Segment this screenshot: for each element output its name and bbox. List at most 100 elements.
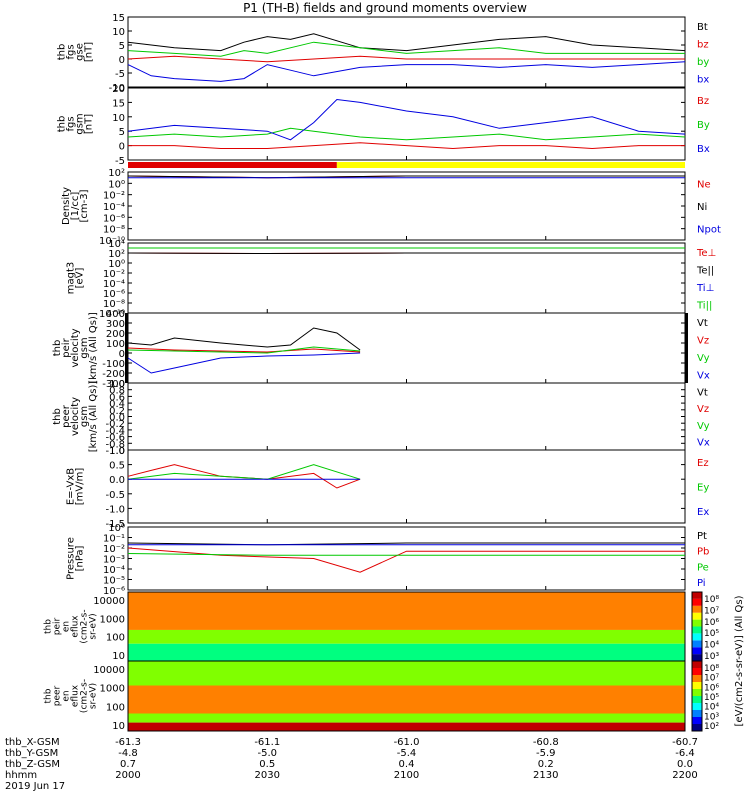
- ephemeris-cell: -4.8: [118, 748, 138, 759]
- y-tick-label: 5: [119, 41, 125, 52]
- legend-Vx: Vx: [697, 370, 710, 381]
- spectrogram-band: [128, 592, 685, 630]
- ephemeris-cell: -61.3: [115, 737, 141, 748]
- y-tick-label: 10⁻²: [103, 191, 125, 202]
- ephemeris-cell: -60.7: [672, 737, 698, 748]
- ephemeris-cell: 0.0: [677, 759, 693, 770]
- y-tick-label: 0.6: [109, 392, 125, 403]
- spectrogram-peir_eflux: 10000 1000 100 10 thbpeireneflux(cm2-s-sr-eV…: [44, 591, 719, 662]
- colorbar-tick-label: 10⁵: [704, 693, 719, 703]
- colorbar-tick-label: 10⁶: [704, 683, 719, 693]
- legend-Vy: Vy: [697, 421, 710, 432]
- series-line-Bz: [128, 142, 685, 150]
- y-tick-label: 10000: [93, 596, 125, 607]
- spectrograms-group: 10000100010010thbpeireneflux(cm2-s-sr-eV…: [44, 591, 745, 732]
- y-axis-label: Density[1/cc][cm-3]: [61, 187, 90, 225]
- y-axis-label-line: sr-eV): [89, 613, 99, 639]
- y-axis-label-line: fgs: [66, 116, 77, 131]
- series-line-Ey: [127, 464, 361, 480]
- colorbar-cell: [692, 647, 702, 655]
- panel-frame: [127, 312, 686, 384]
- colorbar-cell: [692, 605, 702, 613]
- colorbar-label: [eV/(cm2-s-sr-eV)] (All Qs): [734, 595, 745, 726]
- colorbar-cell: [692, 640, 702, 648]
- ephemeris-cell: -61.0: [394, 737, 420, 748]
- ephemeris-cell: -5.9: [536, 748, 556, 759]
- ephemeris-cell: 2130: [533, 770, 558, 781]
- y-axis-label-line: [km/s (All Qs)]: [88, 381, 99, 453]
- mode-bar: [128, 162, 685, 168]
- colorbar-tick-label: 10⁷: [704, 674, 719, 684]
- y-axis-label: E=-VxB[mV/m]: [66, 468, 86, 506]
- y-axis-label-line: gsm: [79, 406, 90, 427]
- ephemeris-cell: 0.2: [538, 759, 554, 770]
- y-axis-label-line: [nT]: [84, 42, 95, 62]
- colorbar-cell: [692, 598, 702, 606]
- right-fill-bar: [685, 313, 688, 383]
- y-tick-label: 10⁻¹⁰: [99, 236, 125, 247]
- y-tick-label: -1.0: [105, 446, 125, 457]
- y-axis-label-line: [nPa]: [75, 545, 86, 571]
- spectrogram-frame: [127, 660, 686, 732]
- y-tick-label: 100: [106, 633, 125, 644]
- y-tick-label: -10: [109, 83, 125, 94]
- y-axis-label-line: gse: [75, 43, 86, 61]
- y-tick-label: 10⁻⁶: [103, 213, 125, 224]
- series-line-By: [127, 127, 686, 141]
- y-tick-label: -0.6: [105, 433, 125, 444]
- colorbar-cell: [692, 661, 702, 668]
- y-axis-label-line: peir: [53, 617, 63, 635]
- legend-by: by: [697, 57, 709, 68]
- y-axis-label-line: thb: [57, 44, 68, 61]
- y-tick-label: 10⁻²: [103, 544, 125, 555]
- ephemeris-cell: 0.7: [120, 759, 136, 770]
- legend-Ti||: Ti||: [696, 300, 712, 311]
- series-line-Pt: [127, 542, 685, 546]
- legend-Vy: Vy: [697, 353, 710, 364]
- panel-frame: [127, 449, 686, 524]
- y-tick-label: 20: [112, 84, 125, 95]
- y-axis-label: thbpeirvelocitygsm[km/s (All Qs)]: [52, 312, 99, 384]
- y-axis-label-line: thb: [44, 688, 54, 703]
- y-tick-label: 10²: [108, 249, 125, 260]
- y-tick-label: 0.0: [109, 413, 125, 424]
- y-tick-label: 10⁻⁴: [103, 279, 125, 290]
- spectrogram-band: [128, 685, 685, 714]
- figure-title: P1 (TH-B) fields and ground moments over…: [243, 1, 527, 15]
- colorbar-cell: [692, 626, 702, 634]
- left-fill-bar: [125, 313, 128, 383]
- colorbar-cell: [692, 612, 702, 620]
- y-axis-label-line: thb: [52, 340, 63, 357]
- y-axis-label-line: [1/cc]: [70, 192, 81, 221]
- colorbar-frame: [691, 660, 703, 732]
- y-tick-label: 10⁻¹: [103, 534, 125, 545]
- series-line-Pb: [127, 547, 685, 573]
- legend-Ne: Ne: [697, 179, 711, 190]
- legend-Te⊥: Te⊥: [696, 248, 716, 259]
- y-tick-label: 10⁴: [108, 239, 125, 250]
- spectrogram-band: [128, 722, 685, 731]
- mode-bar-segment: [128, 162, 337, 168]
- y-axis-label: Pressure[nPa]: [66, 537, 86, 580]
- colorbar-cell: [692, 675, 702, 682]
- y-tick-label: 300: [106, 319, 125, 330]
- y-tick-label: -0.2: [105, 419, 125, 430]
- y-tick-label: 0.4: [109, 399, 125, 410]
- y-tick-label: 400: [106, 309, 125, 320]
- y-tick-label: 10⁻⁴: [103, 565, 125, 576]
- y-tick-label: 10⁻²: [103, 269, 125, 280]
- y-axis-label-line: Density: [61, 187, 72, 225]
- y-axis-label-line: (cm2-s-: [80, 679, 90, 713]
- series-line-Vx: [127, 352, 361, 374]
- series-line-by: [127, 41, 685, 57]
- y-axis-label-line: [nT]: [84, 114, 95, 134]
- y-tick-label: 10⁻³: [103, 555, 125, 566]
- y-tick-label: 0: [119, 349, 125, 360]
- colorbar-cell: [692, 654, 702, 661]
- y-tick-label: 0.2: [109, 406, 125, 417]
- y-tick-label: -0.4: [105, 426, 125, 437]
- y-axis-label-line: [eV]: [75, 268, 86, 289]
- y-tick-label: -1.0: [105, 504, 125, 515]
- colorbar-tick-label: 10⁸: [704, 595, 719, 605]
